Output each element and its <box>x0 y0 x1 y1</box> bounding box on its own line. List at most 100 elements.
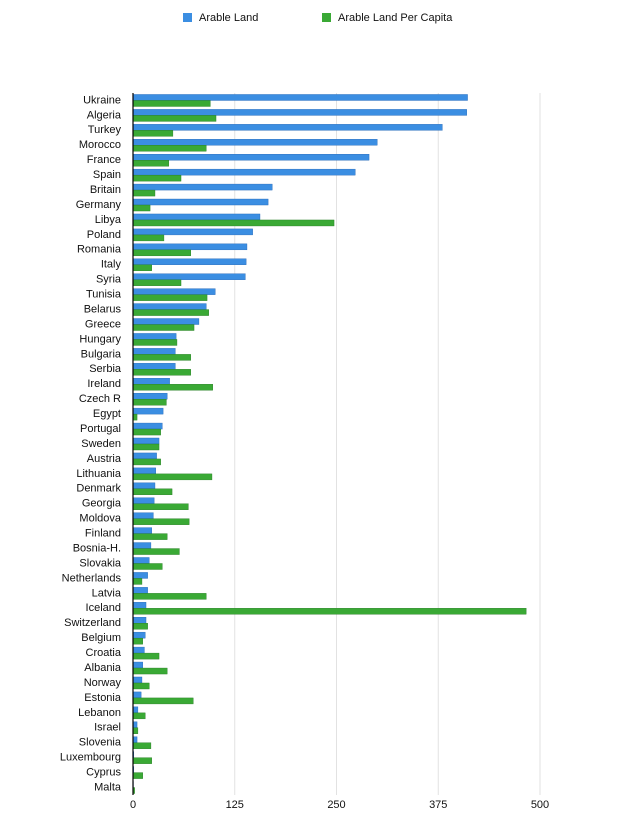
y-tick-label: Turkey <box>88 124 122 136</box>
bar <box>133 94 468 100</box>
bar <box>133 647 144 653</box>
bar <box>133 408 163 414</box>
bar <box>133 339 177 345</box>
y-tick-label: Spain <box>93 169 121 181</box>
y-tick-label: Latvia <box>92 587 122 599</box>
bar <box>133 489 172 495</box>
bar <box>133 220 334 226</box>
bar <box>133 265 152 271</box>
bar <box>133 304 206 310</box>
bar <box>133 244 247 250</box>
bar <box>133 563 162 569</box>
legend-swatch <box>322 13 331 22</box>
y-tick-label: Moldova <box>79 513 121 525</box>
bar <box>133 369 191 375</box>
bar <box>133 593 206 599</box>
y-tick-label: Italy <box>101 259 122 271</box>
bar <box>133 154 369 160</box>
x-tick-label: 500 <box>531 799 549 811</box>
bar <box>133 310 209 316</box>
y-tick-label: Switzerland <box>64 617 121 629</box>
y-tick-label: Norway <box>84 677 122 689</box>
bar <box>133 250 191 256</box>
bar <box>133 399 166 405</box>
bar <box>133 549 179 555</box>
bar <box>133 423 162 429</box>
y-tick-label: Sweden <box>81 438 121 450</box>
bar <box>133 602 146 608</box>
y-tick-label: Croatia <box>86 647 122 659</box>
bar <box>133 205 150 211</box>
y-tick-label: Lebanon <box>78 707 121 719</box>
bar <box>133 115 216 121</box>
y-tick-label: Tunisia <box>86 289 122 301</box>
bar <box>133 414 137 420</box>
bar <box>133 348 175 354</box>
bar <box>133 617 146 623</box>
bar <box>133 773 143 779</box>
bar <box>133 737 137 743</box>
bar <box>133 632 145 638</box>
y-tick-label: Czech R <box>79 393 121 405</box>
bar <box>133 190 155 196</box>
y-tick-label: Netherlands <box>62 572 122 584</box>
y-tick-label: Poland <box>87 229 121 241</box>
bar <box>133 572 148 578</box>
y-tick-label: Bulgaria <box>81 348 122 360</box>
y-tick-label: Bosnia-H. <box>73 542 121 554</box>
bar <box>133 145 206 151</box>
bar <box>133 543 151 549</box>
y-tick-label: Syria <box>96 274 122 286</box>
x-tick-label: 250 <box>327 799 345 811</box>
y-tick-label: Morocco <box>79 139 121 151</box>
bar <box>133 444 159 450</box>
bar <box>133 229 253 235</box>
bar <box>133 474 212 480</box>
bar <box>133 557 149 563</box>
bar <box>133 295 207 301</box>
bar <box>133 354 191 360</box>
y-tick-label: Israel <box>94 722 121 734</box>
bar <box>133 528 152 534</box>
y-tick-label: Cyprus <box>86 767 121 779</box>
y-tick-label: Serbia <box>89 363 122 375</box>
bar <box>133 289 215 295</box>
bar <box>133 429 161 435</box>
y-tick-label: Luxembourg <box>60 752 121 764</box>
y-tick-label: Romania <box>77 244 122 256</box>
y-tick-label: Finland <box>85 528 121 540</box>
bar <box>133 519 189 525</box>
bar <box>133 130 173 136</box>
y-tick-label: Ireland <box>87 378 121 390</box>
bar <box>133 677 142 683</box>
bar <box>133 384 213 390</box>
y-tick-label: Denmark <box>76 483 121 495</box>
bar <box>133 713 145 719</box>
bar <box>133 743 151 749</box>
bar <box>133 100 210 106</box>
y-tick-label: Belgium <box>81 632 121 644</box>
bar <box>133 653 159 659</box>
bar <box>133 513 153 519</box>
y-tick-label: Libya <box>95 214 122 226</box>
y-tick-label: Hungary <box>79 333 121 345</box>
bar <box>133 668 167 674</box>
y-tick-label: Portugal <box>80 423 121 435</box>
legend-swatch <box>183 13 192 22</box>
bar <box>133 325 194 331</box>
bar <box>133 698 193 704</box>
bar <box>133 638 143 644</box>
y-tick-label: Estonia <box>84 692 122 704</box>
bar <box>133 722 137 728</box>
bar <box>133 175 181 181</box>
bar <box>133 578 142 584</box>
bar <box>133 692 141 698</box>
y-tick-label: Ukraine <box>83 94 121 106</box>
x-tick-label: 125 <box>226 799 244 811</box>
bar <box>133 169 355 175</box>
bar <box>133 393 167 399</box>
x-tick-label: 375 <box>429 799 447 811</box>
bar <box>133 608 526 614</box>
y-tick-label: Germany <box>76 199 122 211</box>
